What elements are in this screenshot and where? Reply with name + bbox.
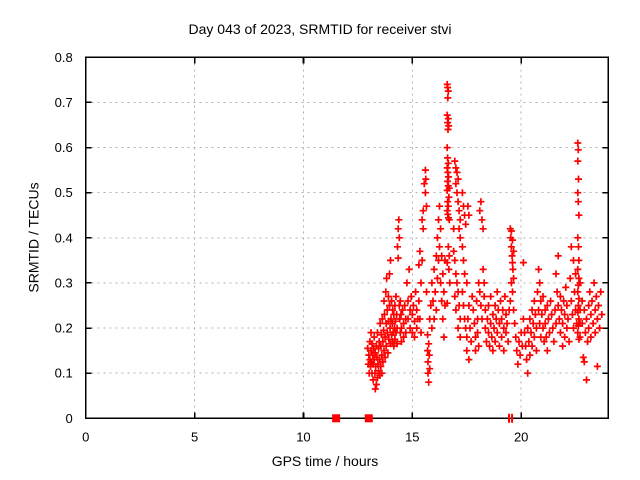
svg-text:10: 10 xyxy=(296,429,310,444)
y-tick-labels: 0 0.1 0.2 0.3 0.4 0.5 0.6 0.7 0.8 xyxy=(55,50,73,426)
svg-text:0.7: 0.7 xyxy=(55,95,73,110)
svg-text:0: 0 xyxy=(82,429,89,444)
chart-title: Day 043 of 2023, SRMTID for receiver stv… xyxy=(188,21,452,37)
svg-text:20: 20 xyxy=(514,429,528,444)
svg-text:0.3: 0.3 xyxy=(55,275,73,290)
x-tick-labels: 0 5 10 15 20 xyxy=(82,429,528,444)
scatter-points xyxy=(364,80,606,393)
svg-text:0: 0 xyxy=(65,411,72,426)
zero-markers xyxy=(332,413,514,423)
svg-text:0.8: 0.8 xyxy=(55,50,73,65)
svg-text:0.4: 0.4 xyxy=(55,230,73,245)
svg-text:15: 15 xyxy=(405,429,419,444)
svg-text:0.1: 0.1 xyxy=(55,366,73,381)
y-axis-label: SRMTID / TECUs xyxy=(25,182,42,293)
svg-text:5: 5 xyxy=(191,429,198,444)
svg-text:0.6: 0.6 xyxy=(55,140,73,155)
svg-text:0.2: 0.2 xyxy=(55,321,73,336)
grid-lines xyxy=(85,57,609,419)
svg-text:0.5: 0.5 xyxy=(55,185,73,200)
axis-ticks xyxy=(84,56,609,420)
x-axis-label: GPS time / hours xyxy=(271,453,379,469)
